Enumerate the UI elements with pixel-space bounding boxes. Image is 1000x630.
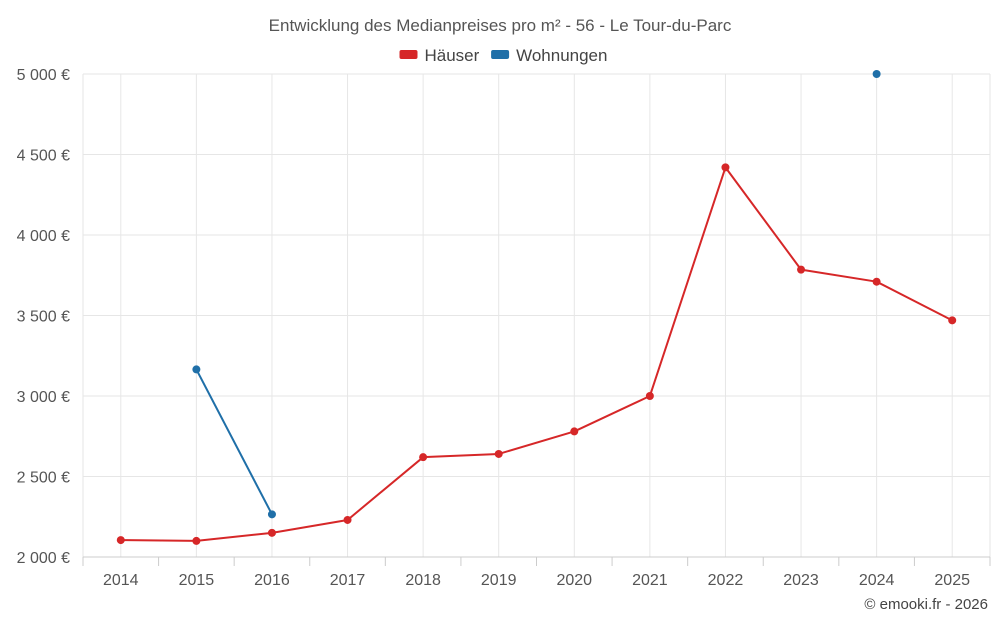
x-tick-label: 2021 — [632, 572, 668, 589]
data-point-wohnungen — [872, 70, 881, 78]
credit-text: © emooki.fr - 2026 — [864, 596, 988, 613]
data-point-haeuser — [494, 449, 503, 458]
data-point-haeuser — [419, 453, 428, 462]
y-tick-label: 5 000 € — [17, 67, 70, 84]
y-tick-label: 2 500 € — [17, 470, 70, 487]
data-point-wohnungen — [267, 510, 276, 519]
chart-title: Entwicklung des Medianpreises pro m² - 5… — [269, 16, 732, 35]
x-tick-label: 2019 — [481, 572, 517, 589]
y-tick-label: 3 500 € — [17, 309, 70, 326]
x-tick-label: 2016 — [254, 572, 290, 589]
axes: 2 000 € 2 500 € 3 000 € 3 500 € 4 000 € 4 500… — [17, 67, 991, 589]
data-point-haeuser — [116, 536, 125, 545]
x-tick-label: 2023 — [783, 572, 819, 589]
x-tick-label: 2014 — [103, 572, 139, 589]
series-line-haeuser — [120, 166, 953, 542]
legend-swatch-haeuser — [399, 50, 418, 59]
data-point-haeuser — [797, 265, 806, 274]
data-point-haeuser — [721, 163, 730, 172]
series-line-wohnungen — [195, 368, 273, 515]
x-tick-label: 2017 — [330, 572, 366, 589]
data-point-wohnungen — [192, 365, 201, 374]
data-point-haeuser — [948, 316, 957, 325]
legend-label-haeuser: Häuser — [425, 46, 480, 65]
series-layer — [116, 70, 957, 545]
legend-swatch-wohnungen — [491, 50, 510, 59]
x-tick-label: 2024 — [859, 572, 895, 589]
data-point-haeuser — [267, 528, 276, 537]
x-tick-label: 2020 — [556, 572, 592, 589]
y-tick-label: 3 000 € — [17, 389, 70, 406]
y-tick-label: 2 000 € — [17, 550, 70, 567]
x-tick-label: 2018 — [405, 572, 441, 589]
x-tick-label: 2025 — [934, 572, 970, 589]
legend: Häuser Wohnungen — [399, 46, 607, 65]
data-point-haeuser — [192, 536, 201, 545]
x-tick-label: 2015 — [179, 572, 215, 589]
gridlines — [82, 73, 991, 557]
data-point-haeuser — [872, 277, 881, 286]
data-point-haeuser — [645, 392, 654, 400]
y-tick-label: 4 500 € — [17, 148, 70, 165]
x-tick-label: 2022 — [708, 572, 744, 589]
legend-label-wohnungen: Wohnungen — [516, 46, 607, 65]
data-point-haeuser — [343, 515, 352, 524]
data-point-haeuser — [570, 427, 579, 436]
y-tick-label: 4 000 € — [17, 228, 70, 245]
